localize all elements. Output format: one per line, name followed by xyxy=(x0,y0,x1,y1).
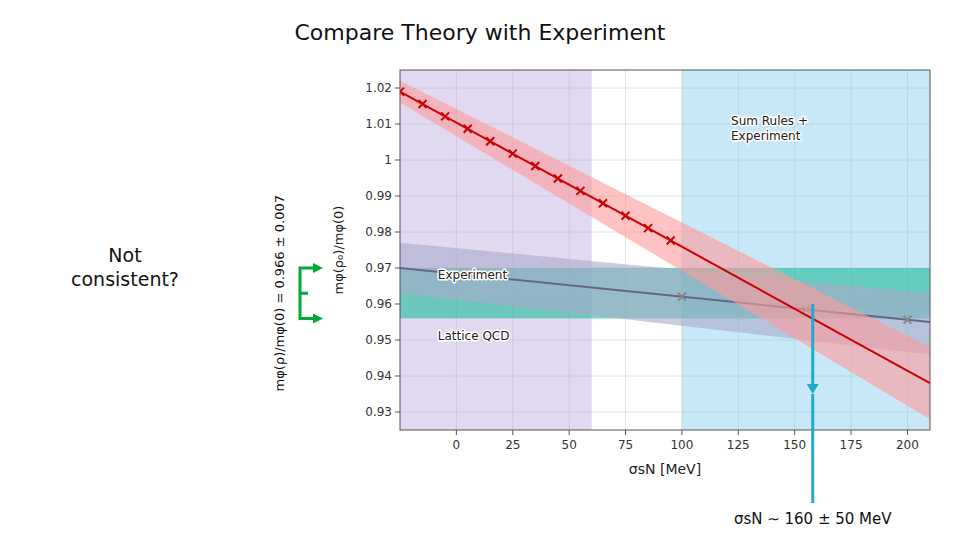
y-tick xyxy=(395,232,400,233)
marker xyxy=(464,125,472,133)
bracket-arrow xyxy=(313,263,323,273)
x-tick-label: 75 xyxy=(618,438,633,452)
y-tick-label: 1.01 xyxy=(365,117,392,131)
chart: 0 25 50 75 100 125 150 175 200 0.93 0.94 0.95 0.96 0.… xyxy=(0,0,960,540)
side-note: Notconsistent? xyxy=(71,244,179,290)
x-tick-label: 200 xyxy=(896,438,919,452)
y-tick xyxy=(395,88,400,89)
marker xyxy=(554,174,562,182)
x-tick xyxy=(456,430,457,435)
y-tick xyxy=(395,196,400,197)
y-tick xyxy=(395,304,400,305)
arrow-note-text: σsN ∼ 160 ± 50 MeV xyxy=(734,510,892,528)
y-tick-label: 1.02 xyxy=(365,81,392,95)
marker xyxy=(678,293,686,301)
x-tick-label: 150 xyxy=(783,438,806,452)
y-tick-label: 0.94 xyxy=(365,369,392,383)
center-line xyxy=(400,92,930,384)
annotation: Lattice QCD xyxy=(438,329,510,343)
side-note-line: consistent? xyxy=(71,268,179,290)
bracket-note xyxy=(300,268,314,318)
arrow-shaft xyxy=(811,304,814,385)
x-axis-label: σsN [MeV] xyxy=(629,461,701,477)
y-tick xyxy=(395,160,400,161)
annotation-line: Experiment xyxy=(731,129,801,143)
x-tick-label: 100 xyxy=(670,438,693,452)
annotation-line: Lattice QCD xyxy=(438,329,510,343)
axes: 0 25 50 75 100 125 150 175 200 0.93 0.94 0.95 0.96 0.… xyxy=(365,81,919,452)
marker xyxy=(622,212,630,220)
marker xyxy=(400,88,404,96)
side-note-line: Not xyxy=(108,244,141,266)
y-tick xyxy=(395,412,400,413)
marker xyxy=(419,100,427,108)
y-tick-label: 0.93 xyxy=(365,405,392,419)
marker xyxy=(486,137,494,145)
x-tick-label: 175 xyxy=(840,438,863,452)
arrow-note: σsN ∼ 160 ± 50 MeV xyxy=(734,304,892,528)
arrow-connector xyxy=(811,394,814,503)
marker xyxy=(599,199,607,207)
bracket-arrow xyxy=(313,313,323,323)
y-axis-label: mφ(ρ₀)/mφ(0) xyxy=(331,206,346,295)
band-area xyxy=(400,81,930,419)
x-tick xyxy=(512,430,513,435)
x-tick xyxy=(569,430,570,435)
bracket xyxy=(300,268,314,318)
marker xyxy=(509,150,517,158)
y-tick-label: 0.96 xyxy=(365,297,392,311)
marker xyxy=(644,224,652,232)
annotation-line: Experiment xyxy=(438,268,508,282)
marker xyxy=(903,316,911,324)
plot-background xyxy=(400,70,930,430)
y-tick xyxy=(395,124,400,125)
y-tick-label: 1 xyxy=(384,153,392,167)
marker xyxy=(576,187,584,195)
marker xyxy=(531,162,539,170)
annotation: Experiment xyxy=(438,268,508,282)
x-tick xyxy=(681,430,682,435)
x-tick-label: 50 xyxy=(562,438,577,452)
y-tick-label: 0.98 xyxy=(365,225,392,239)
x-tick xyxy=(851,430,852,435)
x-tick-label: 0 xyxy=(453,438,461,452)
plot-frame xyxy=(400,70,930,430)
arrow-head xyxy=(807,384,819,394)
bracket-note-text: mφ(ρ)/mφ(0) = 0.966 ± 0.007 xyxy=(272,195,287,391)
plot-area xyxy=(400,70,930,430)
title: Compare Theory with Experiment xyxy=(294,20,665,45)
x-tick xyxy=(625,430,626,435)
x-tick-label: 25 xyxy=(505,438,520,452)
x-tick xyxy=(907,430,908,435)
y-tick-label: 0.95 xyxy=(365,333,392,347)
marker xyxy=(441,112,449,120)
y-tick-label: 0.99 xyxy=(365,189,392,203)
x-tick xyxy=(738,430,739,435)
marker xyxy=(667,237,675,245)
y-tick xyxy=(395,376,400,377)
y-tick xyxy=(395,340,400,341)
annotation: Sum Rules +Experiment xyxy=(731,114,808,143)
grid xyxy=(400,70,930,430)
annotations: Sum Rules +ExperimentExperimentLattice Q… xyxy=(438,114,808,343)
x-tick xyxy=(794,430,795,435)
annotation-line: Sum Rules + xyxy=(731,114,808,128)
x-tick-label: 125 xyxy=(727,438,750,452)
y-tick-label: 0.97 xyxy=(365,261,392,275)
y-tick xyxy=(395,268,400,269)
